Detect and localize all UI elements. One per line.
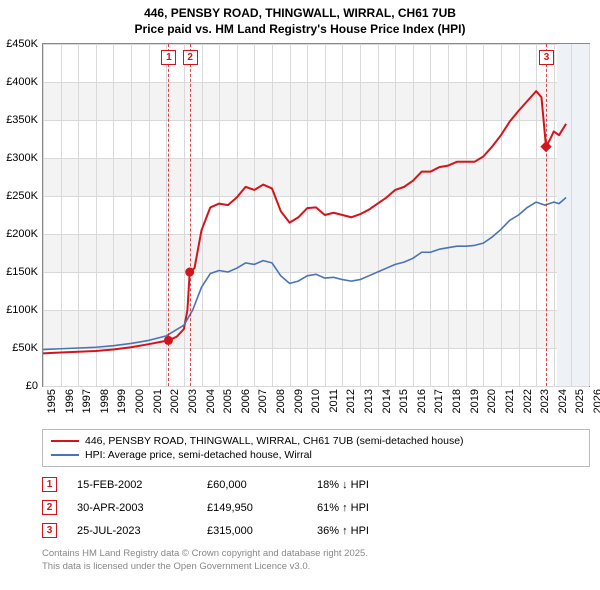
title-line-2: Price paid vs. HM Land Registry's House … [135, 22, 466, 36]
legend-swatch [51, 454, 79, 456]
x-axis-label: 2013 [363, 389, 375, 413]
event-pct: 36% ↑ HPI [317, 525, 407, 537]
x-axis-label: 1995 [46, 389, 58, 413]
y-axis-label: £450K [6, 38, 38, 50]
x-axis-label: 2020 [486, 389, 498, 413]
x-axis-label: 2005 [222, 389, 234, 413]
x-axis-label: 2018 [451, 389, 463, 413]
x-axis-label: 2023 [539, 389, 551, 413]
footnote-line-2: This data is licensed under the Open Gov… [42, 561, 310, 572]
x-axis-label: 2003 [187, 389, 199, 413]
event-pct: 18% ↓ HPI [317, 479, 407, 491]
y-axis-label: £400K [6, 76, 38, 88]
x-axis-label: 1998 [99, 389, 111, 413]
event-list: 1 15-FEB-2002 £60,000 18% ↓ HPI 2 30-APR-2003… [42, 473, 590, 542]
x-axis-label: 2007 [257, 389, 269, 413]
y-axis-label: £300K [6, 152, 38, 164]
chart-svg [43, 44, 589, 386]
event-marker-2: 2 [183, 50, 198, 65]
event-price: £315,000 [207, 525, 297, 537]
y-axis-label: £250K [6, 190, 38, 202]
x-axis-label: 2019 [469, 389, 481, 413]
legend-item: HPI: Average price, semi-detached house,… [51, 448, 581, 462]
legend-label: HPI: Average price, semi-detached house,… [85, 449, 312, 461]
footnote: Contains HM Land Registry data © Crown c… [42, 548, 590, 573]
x-axis-label: 2012 [345, 389, 357, 413]
event-row: 1 15-FEB-2002 £60,000 18% ↓ HPI [42, 473, 590, 496]
y-axis-label: £100K [6, 304, 38, 316]
x-axis-label: 2017 [433, 389, 445, 413]
x-axis-label: 2016 [416, 389, 428, 413]
y-axis-label: £50K [12, 342, 38, 354]
y-axis-label: £350K [6, 114, 38, 126]
title-line-1: 446, PENSBY ROAD, THINGWALL, WIRRAL, CH6… [144, 6, 456, 20]
x-axis-label: 2015 [398, 389, 410, 413]
event-row: 2 30-APR-2003 £149,950 61% ↑ HPI [42, 496, 590, 519]
x-axis-label: 2021 [504, 389, 516, 413]
legend-label: 446, PENSBY ROAD, THINGWALL, WIRRAL, CH6… [85, 435, 464, 447]
series-line [43, 198, 566, 350]
x-axis-label: 2002 [169, 389, 181, 413]
x-axis-label: 2008 [275, 389, 287, 413]
x-axis-label: 2014 [381, 389, 393, 413]
event-number: 3 [42, 523, 57, 538]
x-axis-label: 2001 [152, 389, 164, 413]
event-row: 3 25-JUL-2023 £315,000 36% ↑ HPI [42, 519, 590, 542]
event-number: 2 [42, 500, 57, 515]
series-line [43, 91, 566, 353]
x-axis-label: 1999 [116, 389, 128, 413]
x-axis-label: 2009 [293, 389, 305, 413]
plot-area: 12 3 [42, 43, 590, 387]
event-date: 15-FEB-2002 [77, 479, 187, 491]
event-number: 1 [42, 477, 57, 492]
event-date: 30-APR-2003 [77, 502, 187, 514]
x-axis-label: 2006 [240, 389, 252, 413]
x-axis-label: 2011 [328, 389, 340, 413]
x-axis-label: 2010 [310, 389, 322, 413]
event-pct: 61% ↑ HPI [317, 502, 407, 514]
legend-item: 446, PENSBY ROAD, THINGWALL, WIRRAL, CH6… [51, 434, 581, 448]
event-date: 25-JUL-2023 [77, 525, 187, 537]
event-price: £60,000 [207, 479, 297, 491]
x-axis-label: 2026 [592, 389, 600, 413]
event-marker-1: 1 [161, 50, 176, 65]
x-axis-label: 1997 [81, 389, 93, 413]
y-axis-label: £0 [26, 380, 38, 392]
x-axis-label: 2022 [522, 389, 534, 413]
x-axis-label: 2025 [574, 389, 586, 413]
event-price: £149,950 [207, 502, 297, 514]
y-axis-label: £150K [6, 266, 38, 278]
y-axis-label: £200K [6, 228, 38, 240]
chart-title: 446, PENSBY ROAD, THINGWALL, WIRRAL, CH6… [0, 0, 600, 37]
x-axis-label: 2024 [557, 389, 569, 413]
footnote-line-1: Contains HM Land Registry data © Crown c… [42, 548, 368, 559]
x-axis-label: 2004 [205, 389, 217, 413]
x-axis-label: 2000 [134, 389, 146, 413]
event-marker-3: 3 [539, 50, 554, 65]
x-axis-label: 1996 [64, 389, 76, 413]
chart-area: 123 £0£50K£100K£150K£200K£250K£300K£350K… [42, 43, 590, 387]
legend: 446, PENSBY ROAD, THINGWALL, WIRRAL, CH6… [42, 429, 590, 467]
legend-swatch [51, 440, 79, 442]
